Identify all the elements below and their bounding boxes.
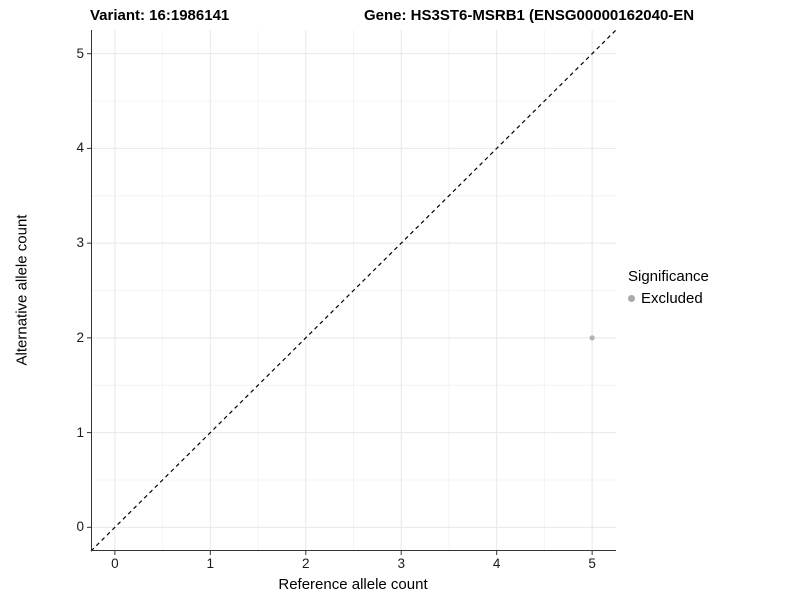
x-tick-label: 5 bbox=[588, 556, 596, 571]
legend-item-label: Excluded bbox=[641, 290, 703, 307]
legend: Significance Excluded bbox=[628, 268, 709, 307]
x-axis-title: Reference allele count bbox=[278, 576, 428, 593]
y-tick-label: 4 bbox=[76, 140, 84, 156]
y-tick-label: 3 bbox=[76, 235, 84, 251]
plot-panel-canvas bbox=[87, 29, 617, 555]
legend-point-swatch-icon bbox=[628, 295, 635, 302]
x-tick-label: 4 bbox=[492, 556, 501, 571]
x-tick-label: 0 bbox=[111, 556, 119, 571]
y-axis-title: Alternative allele count bbox=[13, 214, 31, 366]
y-tick-label: 0 bbox=[76, 519, 84, 535]
y-tick-label: 1 bbox=[76, 424, 84, 440]
x-tick-label: 1 bbox=[206, 556, 215, 571]
legend-item-excluded: Excluded bbox=[628, 290, 709, 307]
plot-title-variant: Variant: 16:1986141 bbox=[90, 7, 230, 24]
x-tick-label: 2 bbox=[302, 556, 310, 571]
x-tick-label: 3 bbox=[397, 556, 405, 571]
identity-dashed-line bbox=[90, 29, 617, 552]
plot-panel bbox=[87, 26, 621, 556]
y-tick-label: 5 bbox=[76, 45, 84, 61]
y-tick-label: 2 bbox=[76, 329, 84, 345]
legend-title: Significance bbox=[628, 268, 709, 285]
plot-title-gene: Gene: HS3ST6-MSRB1 (ENSG00000162040-EN bbox=[364, 7, 695, 24]
data-point bbox=[589, 335, 595, 341]
